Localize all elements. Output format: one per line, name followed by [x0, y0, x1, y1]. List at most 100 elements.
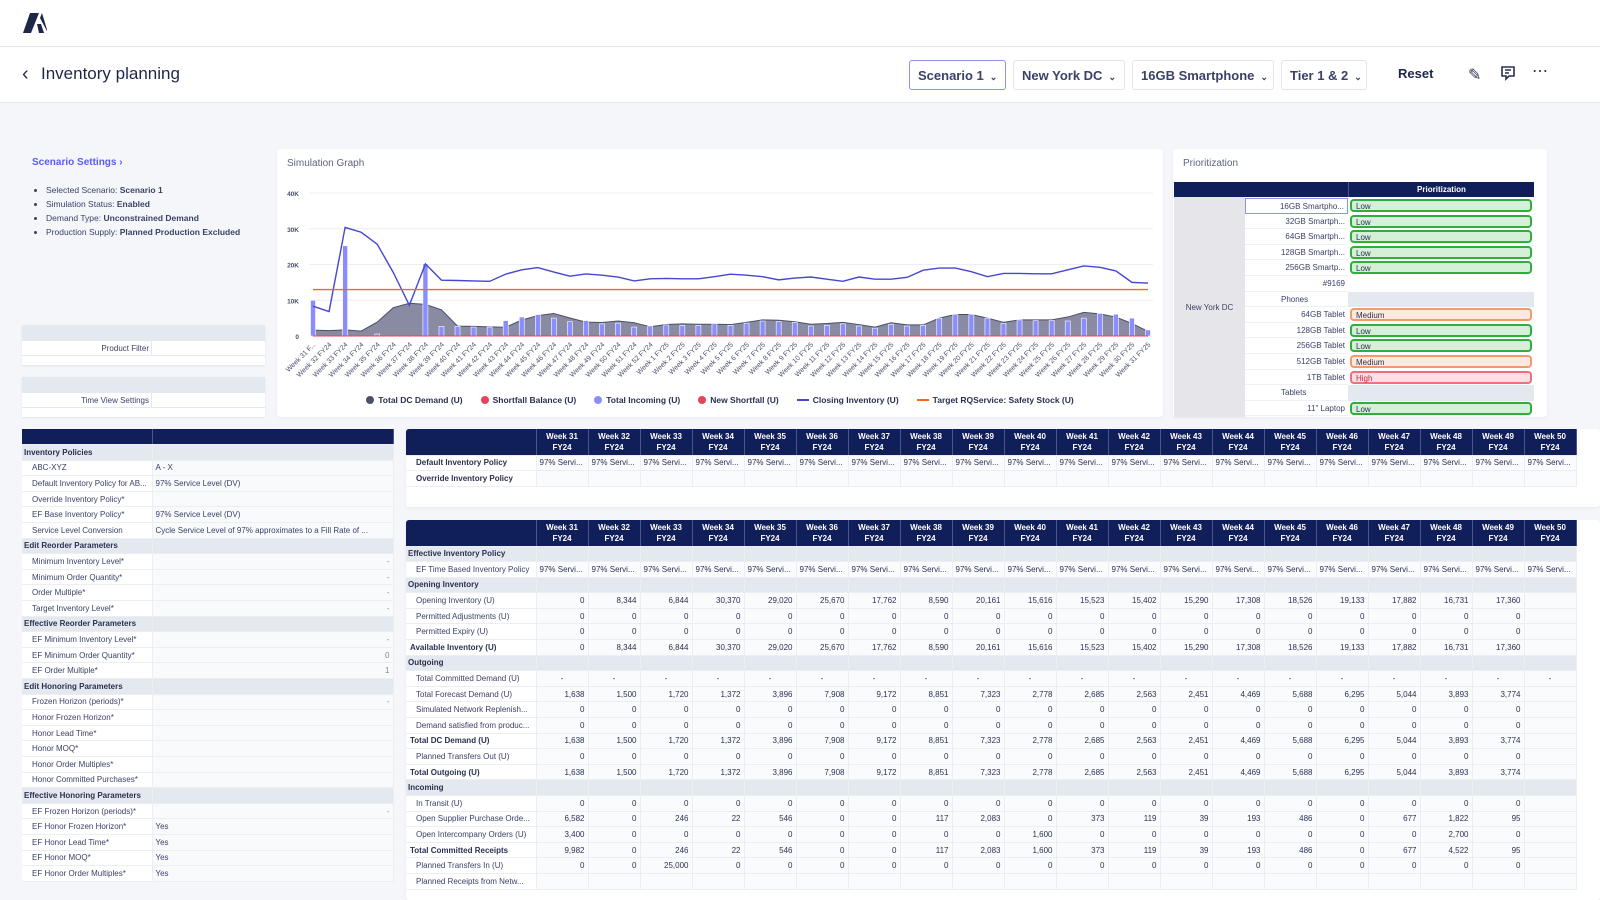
value-cell[interactable]: 0	[1316, 701, 1369, 719]
value-cell[interactable]: 1,372	[692, 764, 745, 781]
value-cell[interactable]: 0	[1004, 795, 1057, 812]
value-cell[interactable]: 0	[536, 592, 589, 609]
value-cell[interactable]: 8,851	[900, 733, 953, 750]
value-cell[interactable]: -	[900, 670, 953, 687]
value-cell[interactable]: 1,638	[536, 733, 589, 750]
value-cell[interactable]	[848, 470, 901, 487]
value-cell[interactable]: 29,020	[744, 639, 797, 656]
value-cell[interactable]: 97% Servi...	[692, 455, 745, 472]
priority-low-badge[interactable]: Low	[1350, 401, 1532, 415]
value-cell[interactable]: 0	[588, 857, 641, 874]
value-cell[interactable]: 22	[692, 842, 745, 859]
value-cell[interactable]	[1420, 470, 1473, 487]
value-cell[interactable]: 0	[952, 826, 1005, 843]
value-cell[interactable]: 0	[1212, 623, 1265, 641]
value-cell[interactable]: 677	[1368, 811, 1421, 828]
value-cell[interactable]: 3,893	[1420, 686, 1473, 703]
value-cell[interactable]	[952, 470, 1005, 487]
value-cell[interactable]: 0	[1056, 826, 1109, 843]
priority-low-badge[interactable]: Low	[1350, 199, 1532, 212]
value-cell[interactable]: 0	[1212, 701, 1265, 719]
legend-item[interactable]: Total Incoming (U)	[594, 395, 680, 405]
value-cell[interactable]: 119	[1108, 811, 1161, 828]
param-value[interactable]: Yes	[152, 850, 394, 867]
value-cell[interactable]: 0	[1472, 748, 1525, 765]
prioritization-row[interactable]: 512GB Tablet Medium	[1245, 354, 1534, 370]
value-cell[interactable]: 0	[744, 795, 797, 812]
value-cell[interactable]: 0	[848, 701, 901, 719]
value-cell[interactable]: 97% Servi...	[796, 561, 849, 578]
value-cell[interactable]: 1,372	[692, 733, 745, 750]
value-cell[interactable]: 246	[640, 842, 693, 859]
param-value[interactable]: -	[152, 553, 394, 570]
value-cell[interactable]: 117	[900, 842, 953, 859]
value-cell[interactable]: 2,685	[1056, 733, 1109, 750]
week-column-header[interactable]: Week 50 FY24	[1524, 429, 1577, 456]
back-chevron-icon[interactable]: ‹	[22, 63, 29, 85]
value-cell[interactable]	[536, 873, 589, 890]
value-cell[interactable]	[1524, 857, 1577, 874]
value-cell[interactable]: 0	[796, 795, 849, 812]
value-cell[interactable]: 0	[1004, 701, 1057, 719]
value-cell[interactable]: 97% Servi...	[744, 561, 797, 578]
value-cell[interactable]: 3,893	[1420, 764, 1473, 781]
value-cell[interactable]: -	[1212, 670, 1265, 687]
value-cell[interactable]: 0	[1316, 717, 1369, 734]
value-cell[interactable]: 97% Servi...	[952, 455, 1005, 472]
week-column-header[interactable]: Week 47 FY24	[1368, 429, 1421, 456]
value-cell[interactable]: 0	[848, 842, 901, 859]
param-value[interactable]: 97% Service Level (DV)	[152, 506, 394, 524]
value-cell[interactable]: 0	[536, 701, 589, 719]
value-cell[interactable]: -	[1264, 670, 1317, 687]
value-cell[interactable]: 0	[536, 608, 589, 625]
value-cell[interactable]: 15,616	[1004, 639, 1057, 656]
value-cell[interactable]	[1004, 873, 1057, 890]
value-cell[interactable]: 0	[1004, 857, 1057, 874]
priority-high-badge[interactable]: High	[1350, 370, 1532, 384]
param-value[interactable]: 0	[152, 647, 394, 664]
value-cell[interactable]: 0	[1056, 717, 1109, 734]
value-cell[interactable]: 0	[1264, 748, 1317, 765]
value-cell[interactable]: 0	[952, 701, 1005, 719]
value-cell[interactable]: -	[952, 670, 1005, 687]
value-cell[interactable]: 6,295	[1316, 733, 1369, 750]
priority-low-badge[interactable]: Low	[1350, 214, 1532, 228]
week-column-header[interactable]: Week 40 FY24	[1004, 520, 1057, 547]
value-cell[interactable]: 8,590	[900, 592, 953, 609]
value-cell[interactable]: 17,762	[848, 592, 901, 609]
value-cell[interactable]	[640, 470, 693, 487]
value-cell[interactable]: 4,469	[1212, 686, 1265, 703]
value-cell[interactable]	[1524, 639, 1577, 656]
value-cell[interactable]: 97% Servi...	[1160, 561, 1213, 578]
value-cell[interactable]	[536, 470, 589, 487]
value-cell[interactable]: 97% Servi...	[1056, 561, 1109, 578]
week-column-header[interactable]: Week 39 FY24	[952, 429, 1005, 456]
value-cell[interactable]: 117	[900, 811, 953, 828]
product-dropdown[interactable]: 16GB Smartphone ⌄	[1132, 60, 1274, 90]
value-cell[interactable]	[1524, 623, 1577, 641]
prioritization-row[interactable]: 11" Laptop Low	[1245, 401, 1534, 417]
location-dropdown[interactable]: New York DC ⌄	[1013, 60, 1125, 90]
value-cell[interactable]: 119	[1108, 842, 1161, 859]
value-cell[interactable]: 8,590	[900, 639, 953, 656]
value-cell[interactable]: 0	[1108, 795, 1161, 812]
value-cell[interactable]: 95	[1472, 811, 1525, 828]
value-cell[interactable]: 0	[744, 608, 797, 625]
value-cell[interactable]: 1,720	[640, 686, 693, 703]
value-cell[interactable]: 0	[1108, 748, 1161, 765]
value-cell[interactable]: 0	[536, 623, 589, 641]
value-cell[interactable]: 0	[744, 826, 797, 843]
value-cell[interactable]: 7,323	[952, 764, 1005, 781]
value-cell[interactable]: 0	[1160, 701, 1213, 719]
value-cell[interactable]: 6,295	[1316, 764, 1369, 781]
value-cell[interactable]: 0	[1160, 857, 1213, 874]
prioritization-row[interactable]: 64GB Smartph... Low	[1245, 229, 1534, 245]
value-cell[interactable]: 0	[588, 811, 641, 828]
value-cell[interactable]: 29,020	[744, 592, 797, 609]
value-cell[interactable]: 0	[1420, 795, 1473, 812]
value-cell[interactable]: 97% Servi...	[1212, 455, 1265, 472]
value-cell[interactable]: 0	[1056, 857, 1109, 874]
week-column-header[interactable]: Week 37 FY24	[848, 429, 901, 456]
value-cell[interactable]: 5,688	[1264, 764, 1317, 781]
value-cell[interactable]: 3,896	[744, 764, 797, 781]
